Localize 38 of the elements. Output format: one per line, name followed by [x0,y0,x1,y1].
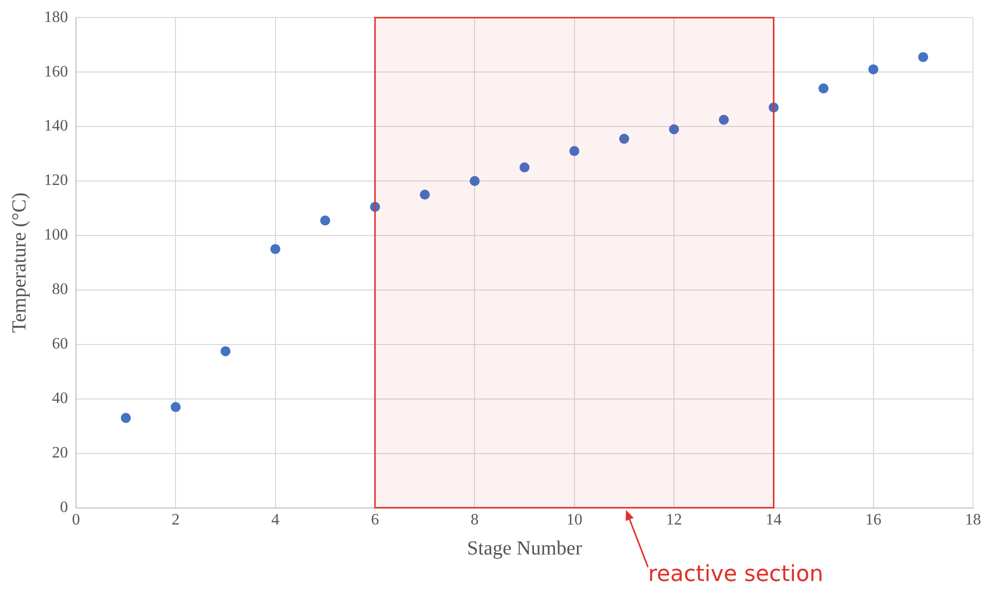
x-tick-label: 10 [566,512,582,529]
y-tick-label: 0 [60,499,68,516]
x-tick-label: 18 [965,512,981,529]
y-tick-label: 160 [44,63,68,80]
point [270,244,280,254]
y-tick-label: 60 [52,336,68,353]
point [170,402,181,412]
y-axis-title: Temperature (°C) [8,192,30,333]
point [220,346,230,356]
point [718,114,729,125]
x-tick-label: 14 [766,512,782,529]
x-tick-label: 12 [666,512,682,529]
x-axis-title: Stage Number [467,537,582,560]
x-tick-label: 8 [470,512,479,529]
y-tick-label: 20 [52,444,68,462]
point [470,176,480,186]
x-tick-label: 2 [172,512,180,529]
point [120,412,131,423]
y-tick-label: 180 [44,8,68,26]
point [320,215,330,226]
x-tick-label: 16 [865,512,882,529]
point [918,52,928,62]
y-tick-label: 120 [44,172,68,190]
y-tick-label: 40 [52,390,68,408]
point [420,190,430,200]
x-tick-label: 4 [271,512,280,529]
x-tick-label: 0 [72,512,80,529]
point [868,64,878,74]
point [520,162,530,172]
band-label: reactive section [648,562,824,587]
x-tick-label: 6 [371,512,379,529]
point [669,124,679,134]
point [818,83,828,94]
point [569,146,580,156]
y-tick-label: 100 [44,226,68,244]
point [619,134,630,144]
y-tick-label: 140 [44,118,68,135]
y-tick-label: 80 [52,281,68,298]
